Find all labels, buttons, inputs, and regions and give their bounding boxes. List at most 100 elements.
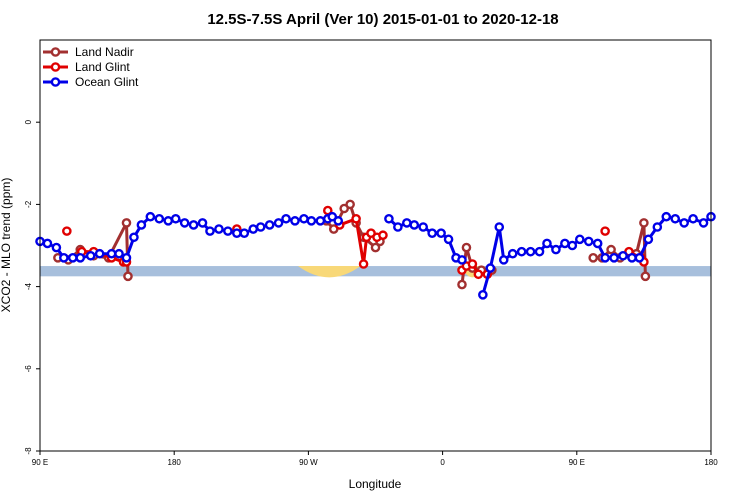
data-point-2-0-29 xyxy=(281,213,291,224)
data-point-2-0-25 xyxy=(248,224,259,234)
data-point-2-0-1 xyxy=(42,238,53,249)
x-tick-label-0: 90 E xyxy=(32,458,48,467)
legend-marker-0 xyxy=(50,47,61,57)
axes: 90 E 180 90 W 0 90 E 180 0 -2 -4 -6 -8 xyxy=(24,119,718,467)
data-point-2-2-14 xyxy=(592,238,603,249)
data-point-2-2-22 xyxy=(661,211,672,222)
data-point-2-2-7 xyxy=(534,246,545,257)
data-point-0-3-6 xyxy=(639,218,649,228)
data-point-2-0-7 xyxy=(94,248,105,259)
data-point-2-2-18 xyxy=(627,253,637,263)
data-point-2-2-16 xyxy=(609,253,619,263)
land-mask-0 xyxy=(297,266,361,278)
data-point-2-1-1 xyxy=(393,222,403,232)
data-point-2-1-5 xyxy=(427,228,437,238)
data-point-2-2-8 xyxy=(542,238,552,249)
data-point-2-0-14 xyxy=(154,213,165,224)
data-point-2-2-15 xyxy=(600,253,610,263)
data-point-1-0-0 xyxy=(62,226,72,236)
data-point-2-0-6 xyxy=(85,250,96,261)
data-point-2-0-23 xyxy=(232,228,242,238)
data-point-2-2-0 xyxy=(478,290,488,300)
data-point-2-0-17 xyxy=(179,218,190,228)
data-point-2-2-9 xyxy=(551,244,561,255)
data-point-2-1-3 xyxy=(409,220,420,230)
data-point-2-1-9 xyxy=(457,255,467,265)
data-point-2-0-9 xyxy=(114,248,124,259)
data-point-1-3-2 xyxy=(351,213,361,224)
y-tick-label-2: -4 xyxy=(24,282,33,290)
data-point-0-3-7 xyxy=(640,271,651,282)
x-tick-label-3: 0 xyxy=(440,458,445,467)
data-point-2-0-18 xyxy=(188,220,199,230)
data-point-2-0-19 xyxy=(197,218,208,228)
data-point-2-0-8 xyxy=(106,248,117,259)
data-point-2-0-13 xyxy=(145,211,156,222)
x-axis-label: Longitude xyxy=(349,477,402,491)
data-point-0-0-6 xyxy=(123,271,133,282)
data-point-2-2-21 xyxy=(652,222,663,232)
data-point-0-1-3 xyxy=(345,199,355,210)
legend-label-0: Land Nadir xyxy=(75,45,134,59)
data-point-2-1-0 xyxy=(384,213,394,224)
data-point-2-1-4 xyxy=(418,222,429,232)
data-point-0-2-1 xyxy=(461,242,472,253)
data-point-2-0-27 xyxy=(264,220,275,230)
data-point-1-5-0 xyxy=(600,226,610,236)
x-tick-label-2: 90 W xyxy=(299,458,318,467)
x-tick-label-4: 90 E xyxy=(569,458,585,467)
data-point-2-0-15 xyxy=(163,216,174,226)
reference-band xyxy=(40,266,711,277)
data-point-2-2-10 xyxy=(560,238,570,249)
data-point-2-2-26 xyxy=(698,218,709,228)
data-point-2-2-5 xyxy=(516,246,527,257)
data-point-1-3-7 xyxy=(378,230,388,241)
data-point-1-3-3 xyxy=(358,259,369,269)
series-line-2-1 xyxy=(387,217,463,262)
chart-title: 12.5S-7.5S April (Ver 10) 2015-01-01 to … xyxy=(207,11,558,28)
data-point-2-0-32 xyxy=(306,216,317,226)
series-ocean-glint xyxy=(35,211,716,300)
data-point-0-3-2 xyxy=(606,244,616,255)
y-tick-label-3: -6 xyxy=(24,365,33,373)
data-point-0-3-0 xyxy=(588,253,599,263)
x-tick-label-5: 180 xyxy=(704,458,718,467)
data-point-2-0-5 xyxy=(75,253,86,263)
data-point-2-1-6 xyxy=(436,228,446,238)
data-point-2-2-6 xyxy=(525,246,536,257)
x-tick-label-1: 180 xyxy=(168,458,182,467)
data-point-1-4-3 xyxy=(473,269,484,280)
data-point-2-0-36 xyxy=(333,216,344,226)
y-tick-label-4: -8 xyxy=(24,447,33,455)
data-point-2-2-2 xyxy=(494,222,505,232)
data-point-2-0-4 xyxy=(68,253,78,263)
legend-marker-2 xyxy=(50,77,61,87)
data-point-2-2-11 xyxy=(567,240,578,251)
data-point-2-1-2 xyxy=(402,218,412,228)
y-tick-label-0: 0 xyxy=(24,119,33,124)
data-point-2-2-20 xyxy=(643,234,654,245)
legend-marker-1 xyxy=(50,62,61,72)
data-point-2-0-28 xyxy=(273,218,284,228)
data-point-2-2-3 xyxy=(498,255,509,265)
data-point-2-2-1 xyxy=(485,263,496,273)
data-point-2-2-17 xyxy=(618,250,628,261)
data-point-1-4-2 xyxy=(467,259,478,269)
y-axis-label: XCO2 - MLO trend (ppm) xyxy=(0,178,13,313)
data-point-2-0-10 xyxy=(121,253,132,263)
data-point-2-0-3 xyxy=(59,253,69,263)
legend-label-2: Ocean Glint xyxy=(75,75,139,89)
plot-background xyxy=(40,266,711,278)
y-tick-label-1: -2 xyxy=(24,200,33,208)
data-point-2-2-4 xyxy=(507,248,518,259)
data-point-2-0-22 xyxy=(223,226,233,236)
data-point-2-0-21 xyxy=(214,224,224,234)
data-point-2-0-31 xyxy=(299,213,309,224)
plot-frame xyxy=(39,39,712,452)
data-point-2-0-2 xyxy=(51,242,62,253)
data-point-2-0-12 xyxy=(136,220,147,230)
data-point-2-0-24 xyxy=(239,228,250,238)
data-point-0-1-6 xyxy=(370,242,381,253)
